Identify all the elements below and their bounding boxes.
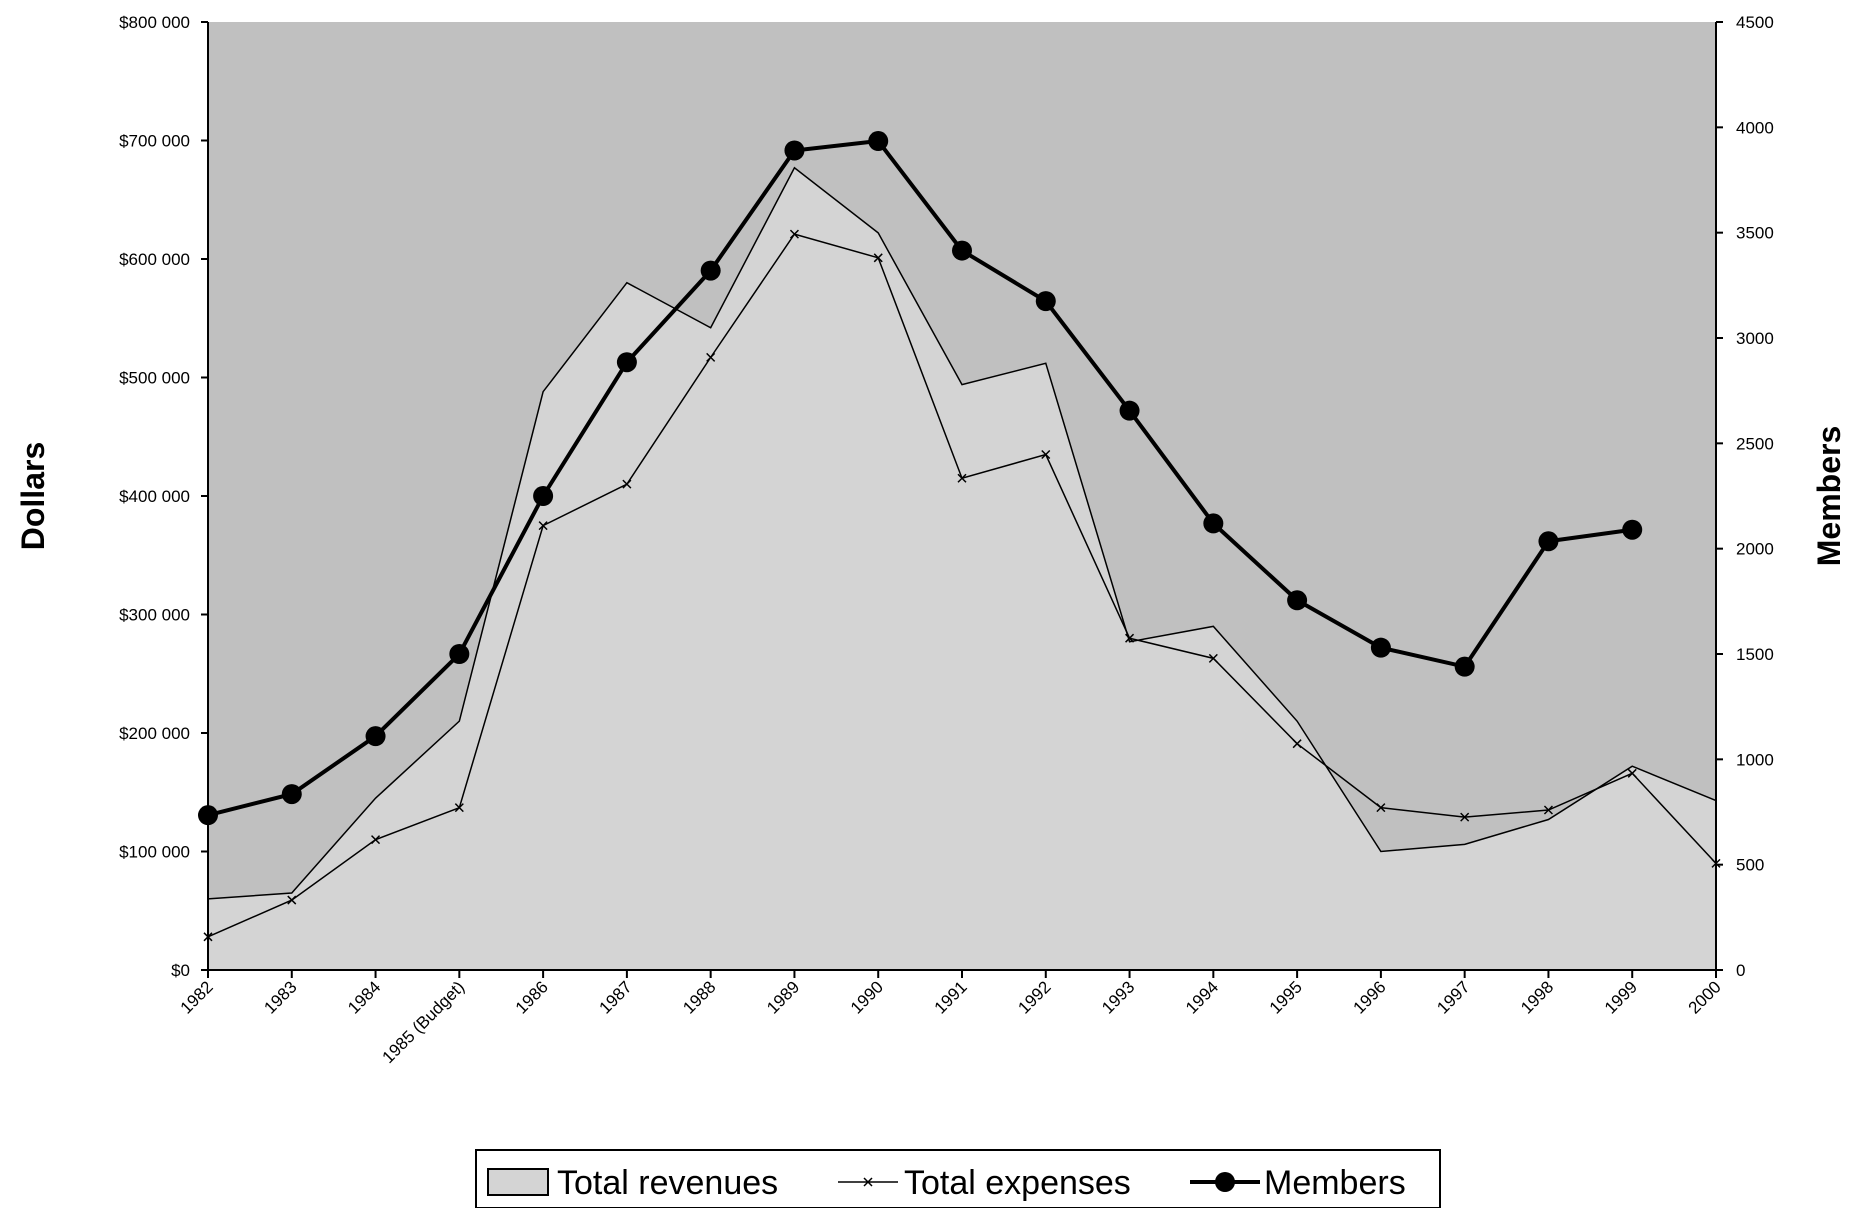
y-tick-label: $200 000 — [119, 724, 190, 743]
legend: Total revenues Total expenses Members — [475, 1149, 1441, 1208]
y-tick-label: $300 000 — [119, 606, 190, 625]
members-line — [207, 138, 1633, 818]
members-point — [1203, 513, 1224, 534]
legend-box — [475, 1149, 1441, 1208]
y-tick-label: $0 — [171, 961, 190, 980]
y2-tick-label: 0 — [1736, 961, 1745, 980]
y2-tick-label: 3500 — [1736, 224, 1774, 243]
expenses-series-layer — [203, 229, 1721, 942]
expenses-point — [1460, 812, 1470, 822]
x-tick-label: 1999 — [1601, 977, 1641, 1017]
x-tick-label: 1983 — [260, 977, 300, 1017]
x-tick-label: 1987 — [596, 977, 636, 1017]
expenses-point — [538, 521, 548, 531]
members-point — [365, 726, 386, 747]
y-tick-label: $800 000 — [119, 13, 190, 32]
y2-tick-label: 3000 — [1736, 329, 1774, 348]
members-point — [784, 140, 805, 161]
expenses-point — [1292, 739, 1302, 749]
expenses-point — [1208, 653, 1218, 663]
legend-marker-expenses — [863, 1177, 873, 1187]
members-point — [616, 352, 637, 373]
x-tick-label: 1997 — [1433, 977, 1473, 1017]
y2-tick-label: 1500 — [1736, 645, 1774, 664]
members-point — [1119, 400, 1140, 421]
x-tick-label: 1990 — [847, 977, 887, 1017]
expenses-point — [789, 229, 799, 239]
x-tick-label: 1991 — [931, 977, 971, 1017]
members-point — [1622, 519, 1643, 540]
expenses-point — [1041, 449, 1051, 460]
y-tick-label: $700 000 — [119, 132, 190, 151]
x-tick-label: 1995 — [1266, 977, 1306, 1017]
members-point — [868, 131, 889, 152]
expenses-point — [1376, 803, 1386, 813]
expenses-point — [1543, 805, 1553, 815]
revenue-area-layer — [207, 166, 1717, 970]
y2-tick-label: 500 — [1736, 856, 1764, 875]
members-point — [700, 260, 721, 281]
expenses-point — [873, 253, 883, 263]
y2-tick-label: 4000 — [1736, 118, 1774, 137]
expenses-point — [454, 803, 464, 813]
x-tick-label: 1984 — [344, 977, 384, 1017]
legend-label-expenses: Total expenses — [904, 1164, 1131, 1202]
legend-label-members: Members — [1264, 1164, 1406, 1202]
x-tick-label: 1996 — [1350, 977, 1390, 1017]
x-tick-label: 1988 — [679, 977, 719, 1017]
y-tick-label: $100 000 — [119, 843, 190, 862]
expenses-point — [622, 479, 632, 489]
expenses-point — [1125, 633, 1135, 643]
x-tick-label: 1992 — [1014, 977, 1054, 1017]
members-point — [449, 644, 470, 664]
expenses-point — [706, 352, 716, 362]
y-tick-label: $600 000 — [119, 250, 190, 269]
x-tick-label: 1994 — [1182, 977, 1222, 1017]
x-tick-label: 2000 — [1685, 977, 1725, 1017]
expenses-point — [1627, 768, 1637, 778]
y2-tick-label: 2000 — [1736, 540, 1774, 559]
x-tick-label: 1986 — [512, 977, 552, 1017]
members-point — [1454, 656, 1475, 677]
members-point — [1287, 590, 1308, 611]
expenses-point — [957, 473, 967, 483]
x-tick-label: 1993 — [1098, 977, 1138, 1017]
y2-axis-title: Members — [1811, 426, 1847, 567]
members-point — [1538, 531, 1559, 552]
y2-tick-label: 1000 — [1736, 750, 1774, 769]
x-tick-label: 1982 — [177, 977, 217, 1017]
members-point — [952, 240, 972, 261]
members-series-layer — [198, 131, 1643, 826]
y-tick-label: $500 000 — [119, 369, 190, 388]
expenses-point — [287, 895, 297, 905]
y2-tick-label: 2500 — [1736, 434, 1774, 453]
legend-marker-members — [1215, 1172, 1235, 1192]
legend-swatch-revenues — [487, 1168, 549, 1196]
members-point — [281, 784, 302, 805]
x-tick-label: 1998 — [1517, 977, 1557, 1017]
members-point — [533, 486, 554, 506]
revenues-outline — [207, 166, 1717, 900]
expenses-point — [371, 835, 381, 845]
legend-label-revenues: Total revenues — [557, 1164, 778, 1202]
y-tick-label: $400 000 — [119, 487, 190, 506]
members-point — [1035, 291, 1056, 312]
y2-tick-label: 4500 — [1736, 13, 1774, 32]
revenues-area — [208, 167, 1716, 970]
x-tick-label: 1989 — [763, 977, 803, 1017]
y-axis-title: Dollars — [15, 442, 51, 550]
members-point — [1370, 637, 1391, 658]
x-tick-label: 1985 (Budget) — [379, 977, 469, 1067]
